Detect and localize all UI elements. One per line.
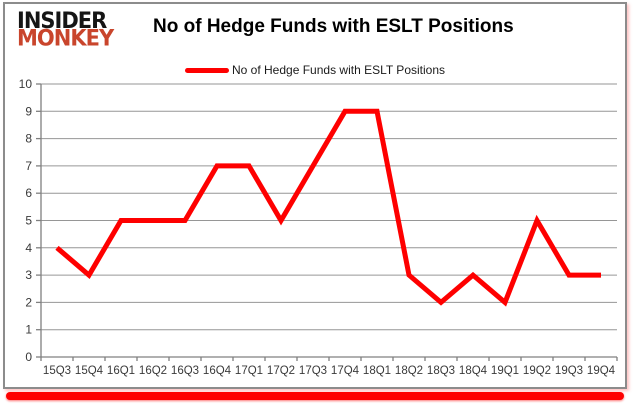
insider-monkey-logo: INSIDER MONKEY [17, 7, 114, 51]
x-tick-label: 17Q4 [331, 365, 360, 377]
legend-line-swatch-icon [185, 67, 229, 73]
y-tick-label: 1 [25, 323, 32, 337]
y-tick-label: 6 [25, 186, 32, 200]
y-tick-label: 0 [25, 350, 32, 364]
x-tick-label: 19Q1 [491, 365, 519, 377]
chart-card: INSIDER MONKEY No of Hedge Funds with ES… [3, 2, 627, 389]
y-tick-label: 8 [25, 132, 32, 146]
gridlines [41, 83, 617, 331]
y-tick-label: 3 [25, 268, 32, 282]
x-tick-label: 15Q3 [43, 365, 71, 377]
x-tick-label: 16Q3 [171, 365, 199, 377]
legend: No of Hedge Funds with ESLT Positions [5, 63, 625, 77]
legend-label: No of Hedge Funds with ESLT Positions [232, 63, 445, 77]
x-tick-label: 19Q2 [523, 365, 551, 377]
x-tick-label: 18Q1 [363, 365, 391, 377]
chart-title: No of Hedge Funds with ESLT Positions [153, 16, 514, 37]
x-tick-label: 16Q4 [203, 365, 232, 377]
x-tick-label: 19Q3 [555, 365, 583, 377]
logo-line1: INSIDER [17, 7, 107, 34]
x-tick-label: 15Q4 [75, 365, 104, 377]
y-tick-label: 5 [25, 214, 32, 228]
x-tick-label: 18Q3 [427, 365, 455, 377]
y-tick-label: 2 [25, 295, 32, 309]
y-tick-label: 4 [25, 241, 32, 255]
y-tick-label: 10 [19, 77, 33, 91]
x-tick-label: 19Q4 [587, 365, 616, 377]
x-tick-label: 18Q4 [459, 365, 488, 377]
axes: 0 1 2 3 4 5 6 7 8 9 10 15Q3 15Q4 16Q1 16Q2 16Q3 16Q4 17Q1… [19, 77, 618, 377]
x-tick-label: 16Q1 [107, 365, 135, 377]
x-tick-label: 17Q2 [267, 365, 295, 377]
bottom-accent-bar [6, 392, 624, 400]
x-tick-label: 17Q1 [235, 365, 263, 377]
logo-line2: MONKEY [17, 25, 114, 51]
x-tick-label: 18Q2 [395, 365, 423, 377]
x-tick-label: 17Q3 [299, 365, 327, 377]
series-line [55, 108, 601, 307]
y-tick-label: 7 [25, 159, 32, 173]
y-tick-label: 9 [25, 104, 32, 118]
x-tick-label: 16Q2 [139, 365, 167, 377]
